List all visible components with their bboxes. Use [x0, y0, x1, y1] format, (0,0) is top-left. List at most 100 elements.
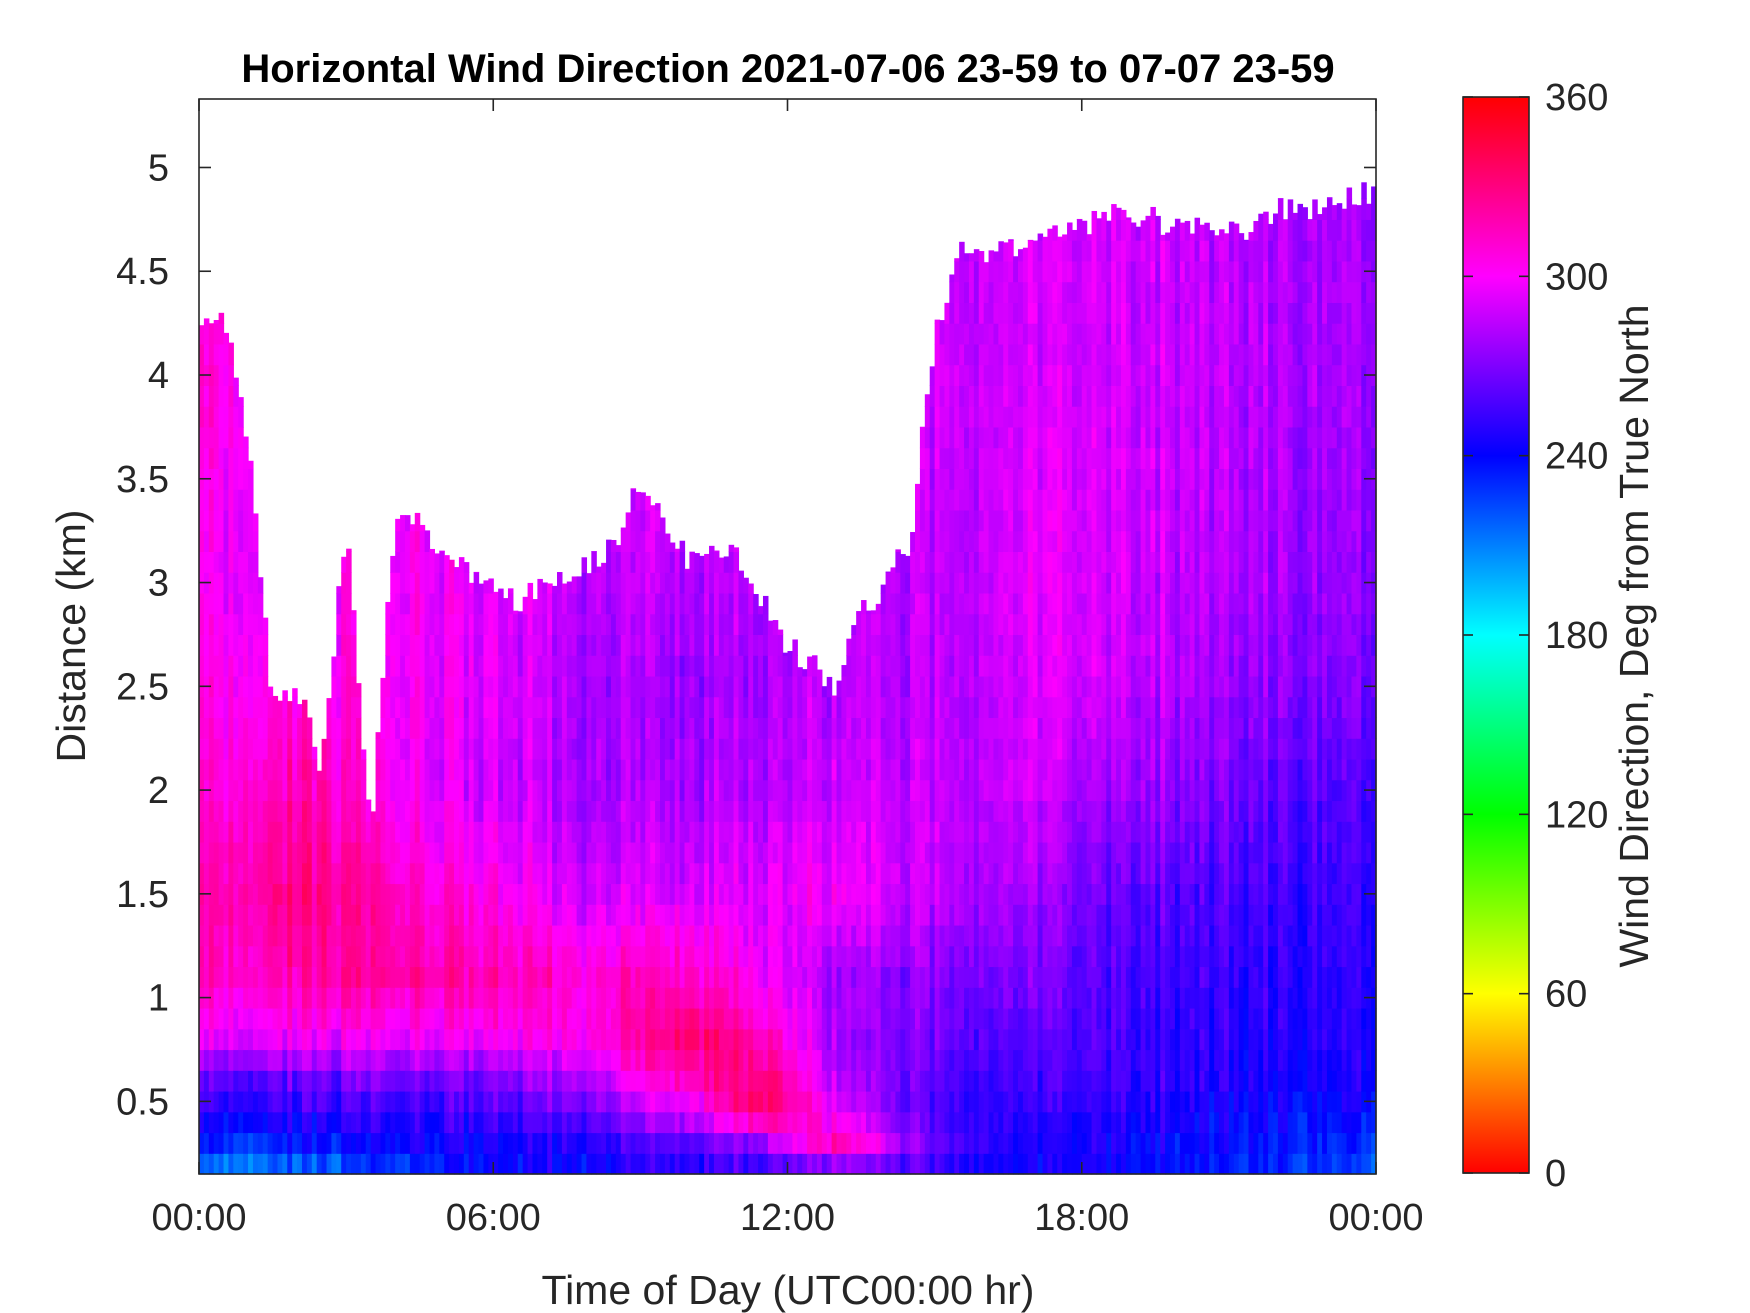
heatmap-cell: [208, 489, 215, 511]
heatmap-cell: [758, 1028, 764, 1051]
heatmap-cell: [890, 1153, 896, 1175]
heatmap-cell: [287, 1132, 293, 1154]
heatmap-cell: [733, 696, 740, 719]
heatmap-cell: [370, 841, 377, 864]
heatmap-cell: [684, 738, 691, 760]
heatmap-cell: [213, 426, 220, 449]
heatmap-cell: [537, 1007, 543, 1030]
heatmap-cell: [718, 800, 725, 822]
heatmap-cell: [748, 613, 754, 636]
heatmap-cell: [326, 1090, 333, 1113]
heatmap-cell: [213, 1028, 220, 1051]
heatmap-cell: [223, 738, 230, 760]
heatmap-cell: [630, 717, 637, 739]
heatmap-cell: [532, 779, 538, 802]
heatmap-cell: [704, 1028, 710, 1051]
heatmap-cell: [821, 1028, 828, 1051]
heatmap-cell: [846, 1049, 852, 1071]
heatmap-cell: [561, 613, 568, 636]
heatmap-cell: [409, 945, 416, 968]
heatmap-cell: [493, 862, 499, 885]
heatmap-cell: [664, 1028, 671, 1051]
heatmap-cell: [934, 323, 941, 345]
heatmap-cell: [233, 800, 239, 822]
heatmap-cell: [777, 1090, 784, 1113]
heatmap-cell: [424, 1049, 431, 1071]
heatmap-cell: [571, 1090, 578, 1113]
heatmap-cell: [199, 862, 205, 885]
heatmap-cell: [900, 966, 906, 988]
heatmap-cell: [993, 841, 999, 864]
heatmap-cell: [233, 634, 239, 656]
heatmap-cell: [679, 655, 686, 677]
heatmap-cell: [434, 1132, 440, 1154]
heatmap-cell: [929, 1028, 936, 1051]
heatmap-cell: [910, 551, 916, 573]
heatmap-cell: [208, 1111, 215, 1134]
heatmap-cell: [782, 779, 789, 802]
heatmap-cell: [797, 1153, 803, 1175]
heatmap-cell: [983, 406, 990, 428]
heatmap-cell: [915, 1090, 921, 1113]
heatmap-cell: [988, 1111, 995, 1134]
heatmap-cell: [424, 592, 431, 615]
heatmap-cell: [645, 1111, 651, 1134]
heatmap-cell: [493, 634, 499, 656]
heatmap-cell: [620, 924, 627, 947]
heatmap-cell: [836, 680, 843, 698]
heatmap-cell: [419, 779, 426, 802]
heatmap-cell: [375, 1132, 382, 1154]
heatmap-cell: [468, 582, 475, 594]
heatmap-cell: [870, 841, 877, 864]
heatmap-cell: [787, 1007, 793, 1030]
heatmap-cell: [208, 717, 215, 739]
heatmap-cell: [424, 800, 431, 822]
heatmap-cell: [968, 406, 975, 428]
heatmap-cell: [591, 551, 597, 573]
heatmap-cell: [802, 675, 808, 698]
heatmap-cell: [262, 738, 269, 760]
heatmap-cell: [910, 634, 916, 656]
heatmap-cell: [699, 655, 705, 677]
heatmap-cell: [243, 509, 249, 532]
heatmap-cell: [561, 800, 568, 822]
heatmap-cell: [297, 1132, 303, 1154]
heatmap-cell: [606, 613, 612, 636]
heatmap-cell: [684, 1153, 691, 1175]
heatmap-cell: [277, 1049, 283, 1071]
heatmap-cell: [645, 495, 651, 511]
heatmap-cell: [934, 675, 941, 698]
heatmap-cell: [645, 1090, 651, 1113]
heatmap-cell: [934, 489, 941, 511]
heatmap-cell: [910, 532, 916, 553]
heatmap-cell: [645, 1070, 651, 1092]
heatmap-cell: [836, 696, 843, 719]
heatmap-cell: [841, 665, 847, 677]
heatmap-cell: [336, 800, 342, 822]
heatmap-cell: [968, 551, 975, 573]
heatmap-cell: [782, 883, 789, 905]
heatmap-cell: [601, 1111, 607, 1134]
heatmap-cell: [807, 1028, 813, 1051]
heatmap-cell: [532, 1007, 538, 1030]
heatmap-cell: [880, 821, 887, 843]
heatmap-cell: [856, 966, 862, 988]
heatmap-cell: [498, 841, 504, 864]
heatmap-cell: [792, 1028, 798, 1051]
heatmap-cell: [983, 1111, 990, 1134]
heatmap-cell: [571, 945, 578, 968]
heatmap-cell: [552, 1111, 558, 1134]
heatmap-cell: [758, 800, 764, 822]
heatmap-cell: [664, 779, 671, 802]
heatmap-cell: [336, 904, 342, 926]
heatmap-cell: [552, 966, 558, 988]
heatmap-cell: [498, 675, 504, 698]
heatmap-cell: [498, 1028, 504, 1051]
heatmap-cell: [748, 655, 754, 677]
heatmap-cell: [944, 717, 950, 739]
heatmap-cell: [709, 779, 715, 802]
heatmap-cell: [900, 904, 906, 926]
heatmap-cell: [380, 1132, 386, 1154]
heatmap-cell: [635, 613, 641, 636]
heatmap-cell: [743, 577, 749, 594]
